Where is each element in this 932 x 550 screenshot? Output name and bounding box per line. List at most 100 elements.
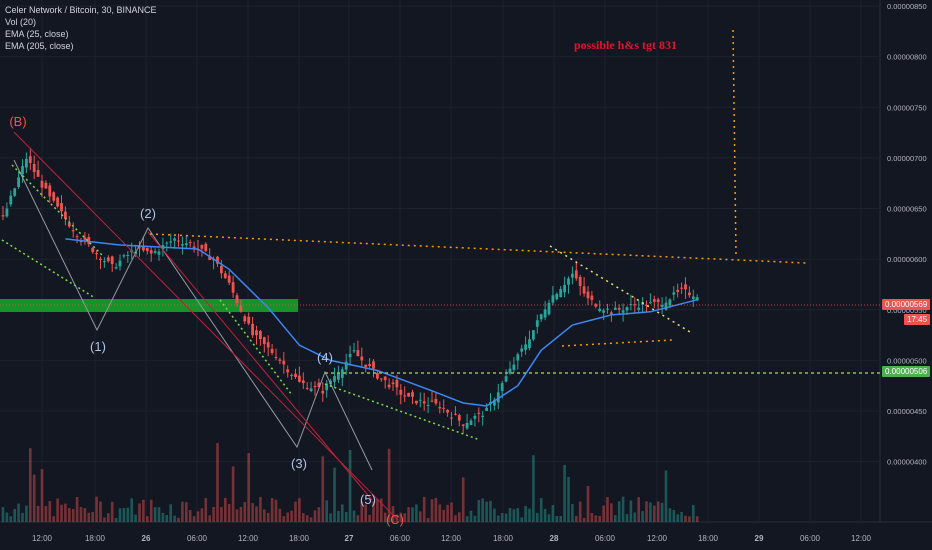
target-dotted-vertical [732,29,737,255]
candle-body [684,284,687,290]
volume-bar [539,498,543,522]
candle-body [44,182,48,189]
candle-body [442,407,446,409]
candle-body [473,415,477,419]
candle-body [360,356,364,361]
indicator-ema-205[interactable]: EMA (205, close) [5,41,74,51]
candle-body [633,304,637,306]
candle-body [418,399,422,401]
x-tick-label: 28 [550,534,559,543]
wave-label: (5) [360,492,376,507]
candle-body [114,267,118,269]
volume-bar [309,517,313,522]
volume-bar [40,469,44,522]
volume-bar [481,498,484,522]
candle-body [204,243,208,251]
candle-body [13,188,17,196]
neckline-dotted [149,233,807,264]
candle-body [325,383,329,391]
candle-body [598,308,602,312]
candle-body [621,310,625,313]
candle-body [5,208,9,217]
candle-body [368,364,371,367]
y-tick-label: 0.00000550 [887,306,927,315]
y-tick-label: 0.00000600 [887,255,927,264]
volume-bar [598,515,601,522]
candle-body [567,278,570,285]
volume-bar [473,515,477,522]
candle-body [574,270,578,279]
volume-bar [387,448,391,522]
volume-bar [688,516,691,522]
symbol-title[interactable]: Celer Network / Bitcoin, 30, BINANCE [5,5,157,15]
candle-body [301,380,305,384]
candle-body [399,389,403,395]
candle-body [668,299,672,306]
candle-body [680,287,683,289]
volume-bar [79,507,83,522]
candle-body [153,251,157,253]
volume-bar [567,476,570,522]
candle-body [243,316,247,322]
candle-body [637,307,641,310]
volume-bar [71,508,75,522]
volume-bar [430,499,434,522]
indicator-vol[interactable]: Vol (20) [5,17,37,27]
candle-body [664,302,668,310]
volume-bar [372,501,375,522]
volume-bar [227,504,231,522]
volume-bar [641,511,644,522]
volume-bar [212,507,215,522]
volume-bar [426,517,430,522]
candle-body [1,215,5,217]
volume-bar [263,509,266,522]
volume-bar [450,502,453,522]
x-tick-label: 12:00 [851,534,872,543]
volume-bar [508,508,512,522]
volume-bar [9,516,13,522]
candle-body [590,295,594,300]
candle-body [200,244,204,249]
current-price-tag: 0.00000569 [882,299,931,310]
volume-bar [461,477,465,522]
wave-label: (B) [9,114,26,129]
candle-body [274,357,278,359]
x-tick-label: 18:00 [85,534,106,543]
candle-body [602,310,605,313]
candle-body [157,251,161,255]
volume-bar [438,504,442,522]
annotation-text[interactable]: possible h&s tgt 831 [574,38,678,52]
volume-bar [376,498,379,522]
volume-bar [672,510,676,522]
volume-bar [536,512,539,522]
candle-body [547,302,551,315]
candle-body [496,392,500,403]
volume-bar [216,443,219,522]
candle-body [356,350,360,357]
volume-bar [442,509,445,522]
candle-body [559,289,563,297]
candle-body [278,359,282,361]
volume-bar [60,504,63,522]
volume-bar [17,503,20,522]
volume-bar [411,507,414,522]
candle-body [255,330,258,336]
volume-bar [126,507,130,522]
indicator-ema-25[interactable]: EMA (25, close) [5,29,69,39]
volume-bar [551,505,555,522]
volume-bar [235,509,239,522]
y-tick-label: 0.00000850 [887,2,927,11]
volume-bar [243,502,247,522]
candle-body [691,296,695,300]
x-tick-label: 27 [345,534,354,543]
candle-body [403,395,407,397]
volume-bar [524,505,527,522]
candle-body [652,299,656,302]
candle-body [516,354,520,361]
volume-bar [196,511,200,522]
volume-bar [356,515,360,522]
candle-body [610,312,613,315]
candle-body [415,400,418,404]
candle-body [251,323,254,336]
